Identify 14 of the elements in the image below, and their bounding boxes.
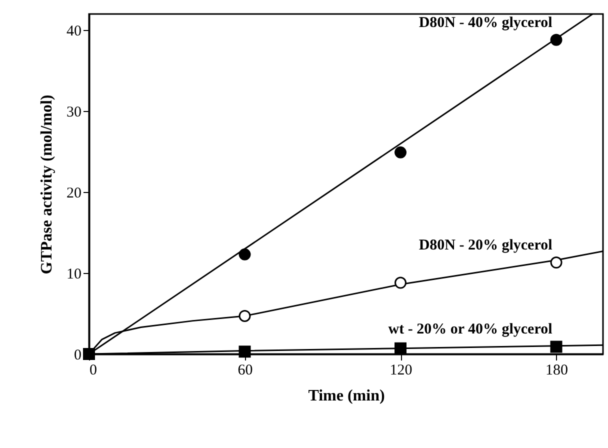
y-tick-label: 20	[66, 186, 82, 202]
x-axis-title: Time (min)	[308, 388, 385, 404]
series-label: D80N - 40% glycerol	[418, 14, 552, 31]
x-tick-label: 180	[546, 362, 568, 378]
y-axis-title: GTPase activity (mol/mol)	[38, 94, 56, 274]
x-tick-label: 0	[90, 362, 97, 378]
x-tick-label: 60	[238, 362, 253, 378]
y-tick-label: 40	[66, 24, 82, 40]
y-tick-label: 30	[66, 104, 82, 121]
series-label: wt - 20% or 40% glycerol	[388, 322, 552, 338]
x-tick-label: 120	[390, 362, 412, 378]
y-tick-label: 0	[74, 348, 82, 364]
series-label: D80N - 20% glycerol	[418, 238, 552, 254]
y-tick-label: 10	[66, 266, 82, 283]
